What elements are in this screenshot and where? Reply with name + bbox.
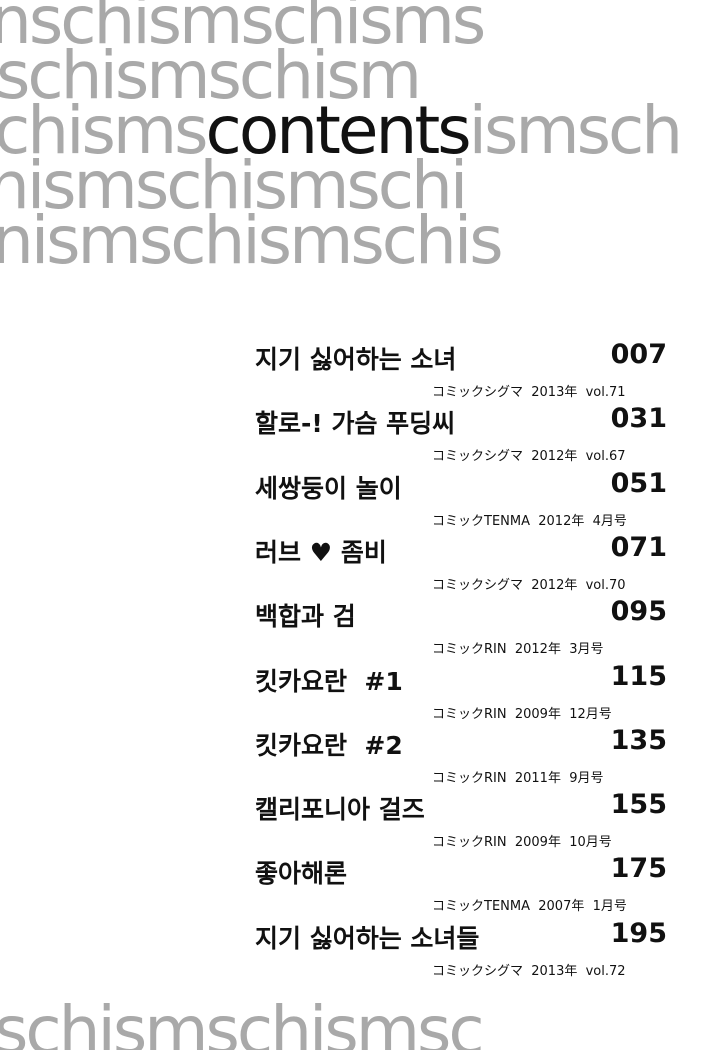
entry-title: 백합과 검	[255, 602, 356, 632]
entry-title: 지기 싫어하는 소녀들	[255, 923, 480, 953]
entry-page: 007	[610, 339, 667, 370]
entry-title: 할로-! 가슴 푸딩씨	[255, 409, 456, 439]
entry-source: コミックTENMA 2007年 1月号	[432, 899, 627, 915]
page-title: contents	[205, 92, 472, 169]
entry-page: 095	[610, 596, 667, 628]
entry-source: コミックRIN 2011年 9月号	[432, 770, 604, 786]
entry-page: 071	[610, 531, 667, 563]
entry-title: 러브 ♥ 좀비	[255, 537, 387, 567]
entry-source: コミックRIN 2009年 10月号	[432, 835, 612, 851]
bg-text: chisms	[0, 92, 209, 169]
entry-title: 세쌍둥이 놀이	[255, 473, 402, 503]
entry-page: 155	[610, 789, 667, 821]
bg-row: schismschismsc	[0, 992, 485, 1050]
entry-title: 지기 싫어하는 소녀	[255, 345, 457, 374]
title-row: chismscontentsismsch	[0, 98, 683, 164]
entry-source: コミックシグマ 2012年 vol.67	[432, 449, 626, 465]
entry-source: コミックTENMA 2012年 4月号	[432, 513, 627, 529]
entry-page: 051	[610, 467, 667, 499]
entry-title: 좋아해론	[255, 859, 348, 889]
entry-page: 195	[610, 917, 667, 949]
bg-row: hismschismschi	[0, 147, 468, 224]
entry-source: コミックシグマ 2012年 vol.70	[432, 577, 626, 593]
entry-page: 135	[610, 724, 667, 756]
bg-row: nschismschisms	[0, 0, 486, 59]
bg-text: ismsch	[468, 92, 684, 169]
entry-title: 캘리포니아 걸즈	[255, 795, 425, 825]
entry-source: コミックRIN 2009年 12月号	[432, 706, 612, 722]
entry-page: 175	[610, 853, 667, 885]
entry-title: 킷카요란 #2	[255, 730, 403, 760]
entry-source: コミックシグマ 2013年 vol.72	[432, 963, 626, 979]
entry-page: 115	[610, 660, 667, 692]
entry-title: 킷카요란 #1	[255, 666, 403, 696]
entry-source: コミックシグマ 2013年 vol.71	[432, 385, 626, 400]
bg-row: nismschismschis	[0, 202, 504, 279]
entry-source: コミックRIN 2012年 3月号	[432, 642, 604, 658]
entry-page: 031	[610, 403, 667, 435]
bg-row: schismschism	[0, 37, 422, 114]
